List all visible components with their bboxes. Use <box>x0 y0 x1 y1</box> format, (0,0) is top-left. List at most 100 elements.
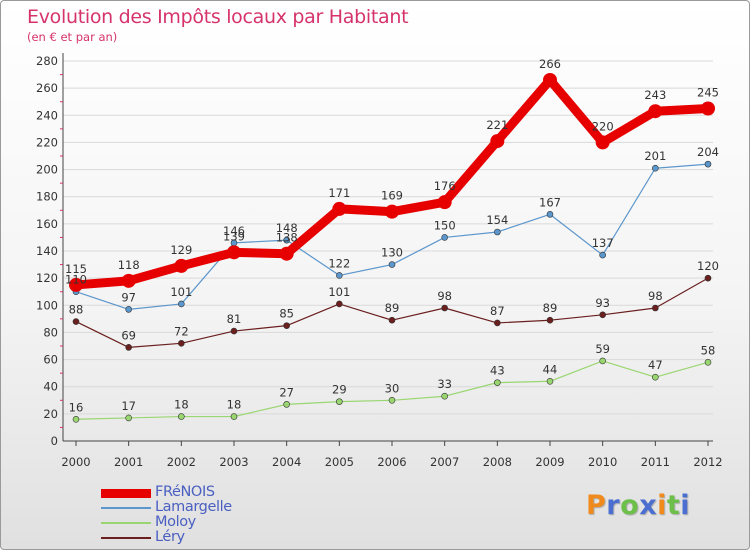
x-tick-label: 2001 <box>114 455 143 469</box>
data-point <box>652 373 659 381</box>
data-point <box>543 73 557 87</box>
y-tick-label: 80 <box>43 325 58 339</box>
data-point <box>441 234 448 241</box>
data-point <box>283 322 290 329</box>
data-label: 69 <box>121 328 136 342</box>
data-label: 204 <box>697 145 719 159</box>
data-point <box>174 258 189 273</box>
data-point <box>385 204 399 219</box>
data-point <box>441 392 448 400</box>
data-label: 139 <box>223 229 245 243</box>
data-label: 17 <box>121 399 136 413</box>
data-label: 115 <box>65 262 87 276</box>
data-label: 266 <box>539 57 561 71</box>
data-point <box>178 413 185 420</box>
data-label: 18 <box>227 398 242 412</box>
data-label: 47 <box>648 358 663 372</box>
legend-item: FRéNOIS <box>101 485 321 500</box>
chart-subtitle: (en € et par an) <box>27 30 118 44</box>
data-point <box>704 160 712 168</box>
y-tick-label: 280 <box>36 54 58 68</box>
data-label: 176 <box>434 179 456 193</box>
logo-letter: i <box>680 490 691 521</box>
data-point <box>599 357 606 365</box>
data-point <box>494 379 501 386</box>
y-tick-label: 220 <box>36 135 58 149</box>
data-point <box>125 344 132 351</box>
x-tick-label: 2006 <box>377 455 406 469</box>
legend: FRéNOIS Lamargelle Moloy Léry <box>101 485 321 545</box>
data-label: 89 <box>543 301 558 315</box>
data-label: 98 <box>437 289 452 303</box>
data-label: 154 <box>486 213 508 227</box>
data-label: 30 <box>385 381 400 395</box>
data-point <box>279 246 294 261</box>
x-tick-label: 2005 <box>325 455 354 469</box>
data-label: 221 <box>486 118 508 132</box>
data-point <box>388 316 396 324</box>
data-point <box>72 415 80 423</box>
data-point <box>652 304 659 312</box>
x-tick-label: 2000 <box>61 455 90 469</box>
x-tick-label: 2003 <box>219 455 248 469</box>
legend-item: Lamargelle <box>101 500 321 515</box>
x-tick-label: 2010 <box>588 455 617 469</box>
legend-swatch <box>101 489 151 498</box>
data-label: 150 <box>434 218 456 232</box>
data-label: 110 <box>65 273 87 287</box>
data-label: 72 <box>174 324 189 338</box>
legend-label: Lamargelle <box>155 499 232 515</box>
data-label: 59 <box>595 342 610 356</box>
data-label: 88 <box>69 303 84 317</box>
data-label: 81 <box>227 312 242 326</box>
data-label: 93 <box>595 296 610 310</box>
data-label: 98 <box>648 289 663 303</box>
y-tick-label: 140 <box>36 244 58 258</box>
data-label: 101 <box>170 285 192 299</box>
legend-label: Moloy <box>155 514 196 530</box>
y-tick-label: 180 <box>36 190 58 204</box>
data-point <box>178 339 185 347</box>
data-label: 16 <box>69 400 84 414</box>
data-label: 169 <box>381 189 403 203</box>
data-label: 245 <box>697 86 719 100</box>
legend-swatch <box>101 507 151 509</box>
logo-letter: P <box>586 490 607 521</box>
data-label: 87 <box>490 304 505 318</box>
x-tick-label: 2012 <box>693 455 722 469</box>
data-point <box>336 272 343 279</box>
y-tick-label: 160 <box>36 217 58 231</box>
data-label: 130 <box>381 246 403 260</box>
data-label: 44 <box>543 362 558 376</box>
data-point <box>388 396 396 404</box>
chart-title: Evolution des Impôts locaux par Habitant <box>27 6 409 28</box>
y-tick-label: 120 <box>36 271 58 285</box>
data-point <box>546 377 554 385</box>
data-point <box>546 316 554 324</box>
logo-letter: o <box>620 490 640 521</box>
data-point <box>332 201 347 216</box>
data-label: 33 <box>437 377 452 391</box>
data-point <box>69 277 83 292</box>
data-label: 243 <box>644 88 666 102</box>
data-label: 146 <box>223 224 245 238</box>
x-tick-label: 2002 <box>167 455 196 469</box>
y-tick-label: 240 <box>36 108 58 122</box>
x-tick-label: 2004 <box>272 455 301 469</box>
y-tick-label: 200 <box>36 163 58 177</box>
data-point <box>283 236 290 244</box>
data-point <box>599 311 606 319</box>
data-label: 220 <box>592 119 614 133</box>
proxiti-logo: Proxiti <box>586 490 690 521</box>
data-point <box>494 319 501 327</box>
data-point <box>336 398 343 405</box>
data-point <box>227 245 241 260</box>
legend-item: Moloy <box>101 515 321 530</box>
data-point <box>125 306 132 313</box>
data-label: 148 <box>276 221 298 235</box>
data-point <box>121 273 136 288</box>
data-label: 27 <box>279 385 294 399</box>
data-point <box>72 318 80 325</box>
